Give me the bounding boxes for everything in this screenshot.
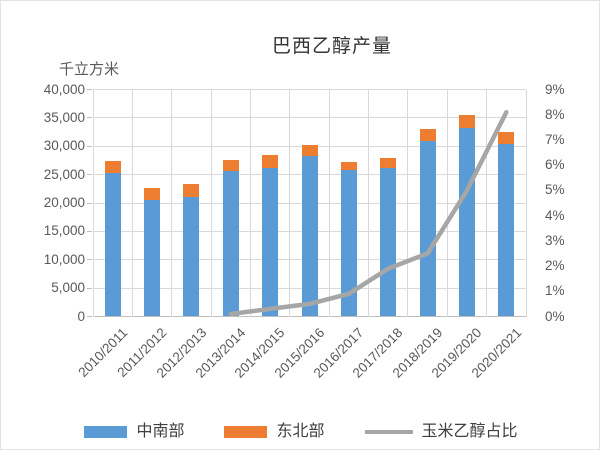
left-axis-tick-label: 0 (77, 308, 85, 324)
vertical-gridline (210, 89, 212, 317)
left-axis-tick (87, 145, 92, 147)
legend-item-corn-ethanol-share: 玉米乙醇占比 (364, 423, 518, 441)
horizontal-gridline (93, 117, 526, 119)
right-axis-tick-label: 4% (545, 207, 565, 223)
legend-label-central-south: 中南部 (136, 423, 185, 440)
left-axis-tick-label: 40,000 (43, 81, 85, 97)
right-axis-tick-label: 6% (545, 157, 565, 173)
bar-segment-northeast (301, 144, 318, 157)
right-axis-tick-label: 0% (545, 308, 565, 324)
bar-segment-northeast (458, 115, 475, 128)
vertical-gridline (171, 89, 173, 317)
bar-segment-central-south (222, 171, 239, 317)
x-axis-line (93, 316, 526, 317)
left-axis-tick (87, 230, 92, 232)
vertical-gridline (368, 89, 370, 317)
bar-segment-central-south (104, 172, 121, 317)
left-axis-tick-label: 25,000 (43, 166, 85, 182)
chart-title: 巴西乙醇产量 (271, 36, 392, 57)
bar-segment-northeast (419, 128, 436, 141)
vertical-gridline (486, 89, 488, 317)
right-axis-tick-label: 8% (545, 106, 565, 122)
bar-segment-central-south (262, 168, 279, 317)
left-axis-tick-label: 20,000 (43, 195, 85, 210)
left-axis-tick (87, 259, 92, 261)
bar-segment-central-south (301, 156, 318, 317)
left-axis-tick (87, 117, 92, 119)
right-axis-tick-label: 3% (545, 232, 565, 248)
vertical-gridline (131, 89, 133, 317)
bar-segment-central-south (183, 196, 200, 317)
bar-segment-northeast (222, 160, 239, 172)
vertical-gridline (249, 89, 251, 317)
vertical-gridline (289, 89, 291, 317)
bar-segment-central-south (144, 200, 161, 317)
right-axis-tick-label: 7% (545, 131, 565, 147)
bar-segment-northeast (498, 132, 515, 144)
bar-segment-northeast (104, 161, 121, 173)
left-axis-tick (87, 316, 92, 317)
legend-label-corn-ethanol-share: 玉米乙醇占比 (421, 423, 518, 440)
bar-segment-central-south (380, 168, 397, 317)
bar-segment-northeast (380, 158, 397, 169)
bar-segment-central-south (458, 127, 475, 317)
bar-segment-northeast (144, 188, 161, 201)
legend-swatch-central-south (84, 426, 128, 438)
right-axis-tick-label: 2% (545, 258, 565, 274)
left-axis-tick-label: 30,000 (43, 138, 85, 154)
right-axis-tick-label: 9% (545, 81, 565, 97)
vertical-gridline (446, 89, 448, 317)
legend-swatch-corn-ethanol-share-line (364, 430, 413, 434)
vertical-gridline (328, 89, 330, 317)
bar-segment-northeast (183, 184, 200, 197)
legend-label-northeast: 东北部 (276, 423, 325, 440)
legend-swatch-northeast (224, 426, 268, 438)
left-axis-tick-label: 15,000 (43, 223, 85, 239)
legend-item-northeast: 东北部 (224, 423, 325, 441)
legend: 中南部 东北部 玉米乙醇占比 (1, 419, 599, 445)
bar-segment-central-south (498, 143, 515, 317)
bar-segment-central-south (419, 140, 436, 317)
left-axis-tick-label: 5,000 (51, 280, 85, 296)
left-axis-tick (87, 174, 92, 176)
bar-segment-central-south (340, 170, 357, 317)
left-axis-tick (87, 202, 92, 204)
left-axis-tick (87, 89, 92, 90)
left-axis-tick-label: 35,000 (43, 109, 85, 125)
vertical-gridline (407, 89, 409, 317)
right-axis-tick-label: 5% (545, 182, 565, 198)
horizontal-gridline (93, 89, 526, 90)
right-axis-tick-label: 1% (545, 283, 565, 299)
bar-segment-northeast (262, 154, 279, 169)
y-axis-unit-label: 千立方米 (59, 62, 120, 78)
vertical-gridline (92, 89, 94, 317)
legend-item-central-south: 中南部 (84, 423, 184, 441)
corn-ethanol-share-polyline (228, 109, 509, 317)
left-axis-tick (87, 287, 92, 289)
left-axis-tick-label: 10,000 (43, 251, 85, 267)
bar-segment-northeast (340, 161, 357, 171)
vertical-gridline (525, 89, 527, 317)
